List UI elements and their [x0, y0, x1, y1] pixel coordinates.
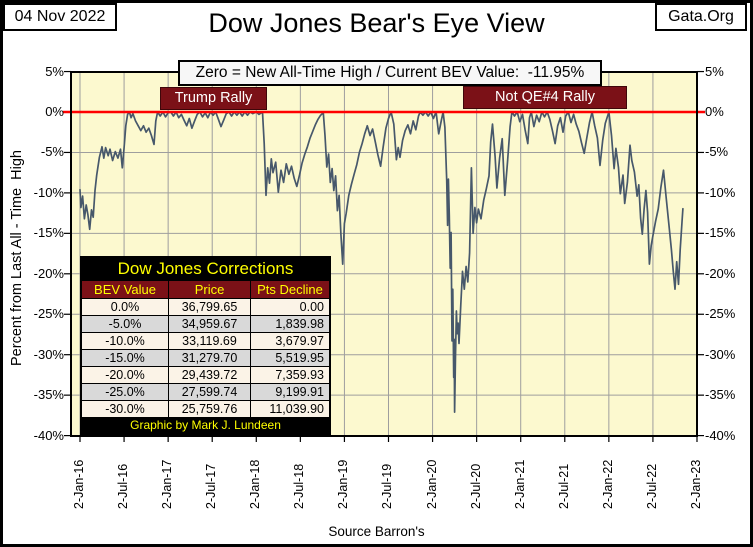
- site-label: Gata.Org: [655, 3, 747, 31]
- corrections-table-footer: Graphic by Mark J. Lundeen: [82, 417, 329, 434]
- corrections-table-cell: -20.0%: [82, 367, 168, 383]
- y-axis-label: -10%: [33, 184, 64, 200]
- x-axis-label: 2-Jul-21: [556, 463, 571, 509]
- date-box: 04 Nov 2022: [3, 3, 117, 31]
- x-axis-label: 2-Jul-16: [116, 463, 131, 509]
- x-axis-label: 2-Jul-17: [204, 463, 219, 509]
- corrections-table-cell: 31,279.70: [168, 350, 250, 366]
- corrections-table-cell: 27,599.74: [168, 384, 250, 400]
- chart-title: Dow Jones Bear's Eye View: [208, 8, 545, 38]
- annotation-not-qe4-rally: Not QE#4 Rally: [463, 86, 627, 109]
- corrections-table: Dow Jones Corrections BEV Value Price Pts D…: [80, 256, 331, 436]
- corrections-table-cell: -25.0%: [82, 384, 168, 400]
- y-axis-label: -40%: [33, 427, 64, 443]
- annotation-trump-rally: Trump Rally: [160, 87, 267, 110]
- y-axis-label: -35%: [705, 387, 736, 403]
- corrections-table-cell: 3,679.97: [250, 333, 329, 349]
- corrections-table-row: -20.0% 29,439.72 7,359.93: [82, 366, 329, 383]
- y-axis-label: -35%: [33, 387, 64, 403]
- y-axis-label: -15%: [33, 225, 64, 241]
- y-axis-label: -40%: [705, 427, 736, 443]
- corrections-table-cell: -30.0%: [82, 401, 168, 417]
- x-axis-label: 2-Jul-18: [292, 463, 307, 509]
- y-axis-label: -5%: [705, 144, 729, 160]
- corrections-table-cell: -5.0%: [82, 316, 168, 332]
- corrections-table-header-cell: BEV Value: [82, 281, 168, 298]
- corrections-table-cell: 5,519.95: [250, 350, 329, 366]
- x-axis-source-label: Source Barron's: [328, 524, 425, 539]
- corrections-table-row: -25.0% 27,599.74 9,199.91: [82, 383, 329, 400]
- subtitle-bev-value: Zero = New All-Time High / Current BEV V…: [178, 60, 602, 86]
- y-axis-label: 5%: [45, 63, 64, 79]
- x-axis-label: 2-Jan-17: [160, 459, 175, 509]
- corrections-table-cell: 29,439.72: [168, 367, 250, 383]
- y-axis-label: -5%: [40, 144, 64, 160]
- x-axis-label: 2-Jan-22: [600, 459, 615, 509]
- corrections-table-cell: 33,119.69: [168, 333, 250, 349]
- corrections-table-cell: 9,199.91: [250, 384, 329, 400]
- y-axis-label: 0%: [705, 104, 724, 119]
- corrections-table-row: 0.0% 36,799.65 0.00: [82, 298, 329, 315]
- y-axis-label: 5%: [705, 63, 724, 79]
- x-axis-label: 2-Jan-18: [248, 459, 263, 509]
- corrections-table-header-row: BEV Value Price Pts Decline: [82, 280, 329, 298]
- corrections-table-header-cell: Pts Decline: [250, 281, 329, 298]
- y-axis-label: -20%: [705, 265, 736, 281]
- corrections-table-cell: 34,959.67: [168, 316, 250, 332]
- x-axis-label: 2-Jul-20: [468, 463, 483, 509]
- y-axis-label: -30%: [705, 346, 736, 362]
- corrections-table-cell: 1,839.98: [250, 316, 329, 332]
- y-axis-label: -30%: [33, 346, 64, 362]
- corrections-table-cell: -10.0%: [82, 333, 168, 349]
- y-axis-label: -10%: [705, 184, 736, 200]
- corrections-table-cell: 0.00: [250, 299, 329, 315]
- corrections-table-title: Dow Jones Corrections: [82, 258, 329, 280]
- corrections-table-cell: -15.0%: [82, 350, 168, 366]
- y-axis-label: -20%: [33, 265, 64, 281]
- corrections-table-row: -10.0% 33,119.69 3,679.97: [82, 332, 329, 349]
- corrections-table-row: -5.0% 34,959.67 1,839.98: [82, 315, 329, 332]
- corrections-table-cell: 11,039.90: [250, 401, 329, 417]
- corrections-table-row: -30.0% 25,759.76 11,039.90: [82, 400, 329, 417]
- y-axis-label: -25%: [33, 306, 64, 322]
- y-axis-label: -25%: [705, 306, 736, 322]
- x-axis-label: 2-Jul-22: [644, 463, 659, 509]
- y-axis-label: 0%: [45, 104, 64, 119]
- corrections-table-cell: 36,799.65: [168, 299, 250, 315]
- x-axis-label: 2-Jul-19: [380, 463, 395, 509]
- corrections-table-cell: 25,759.76: [168, 401, 250, 417]
- corrections-table-header-cell: Price: [168, 281, 250, 298]
- x-axis-label: 2-Jan-20: [424, 459, 439, 509]
- x-axis-label: 2-Jan-21: [512, 459, 527, 509]
- x-axis-label: 2-Jan-16: [72, 459, 86, 509]
- bev-series-line: [79, 111, 684, 413]
- corrections-table-cell: 0.0%: [82, 299, 168, 315]
- y-axis-label: -15%: [705, 225, 736, 241]
- x-axis-label: 2-Jan-23: [688, 459, 703, 509]
- x-axis-label: 2-Jan-19: [336, 459, 351, 509]
- corrections-table-row: -15.0% 31,279.70 5,519.95: [82, 349, 329, 366]
- corrections-table-cell: 7,359.93: [250, 367, 329, 383]
